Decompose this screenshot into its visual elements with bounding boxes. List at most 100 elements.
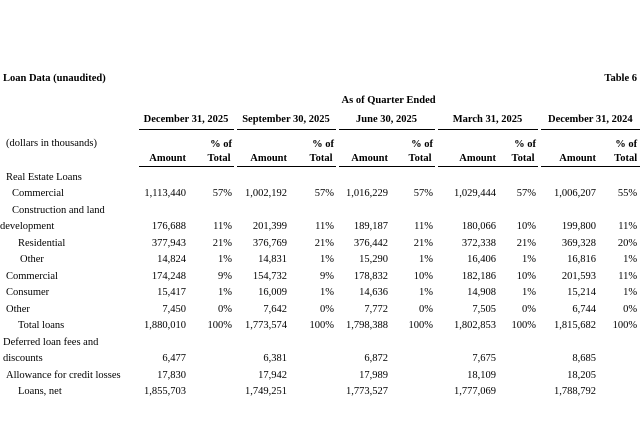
data-row: Deferred loan fees and discounts 6,477 6,3… bbox=[0, 335, 640, 368]
amount: 1,773,527 bbox=[346, 386, 388, 397]
amount: 174,248 bbox=[151, 270, 186, 282]
row-label: Commercial bbox=[12, 188, 64, 199]
percent: 21% bbox=[212, 237, 232, 249]
percent: 11% bbox=[618, 270, 638, 282]
amount: 189,187 bbox=[353, 221, 388, 232]
row-label: Deferred loan fees and discounts bbox=[3, 336, 99, 365]
table-number: Table 6 bbox=[604, 73, 637, 84]
amount: 14,824 bbox=[157, 254, 186, 265]
spacer bbox=[189, 384, 235, 401]
amount: 7,675 bbox=[472, 353, 496, 364]
amount: 16,406 bbox=[467, 254, 496, 265]
pct-header: Total bbox=[290, 152, 337, 167]
data-row: Commercial 174,248 9% 154,732 9% 178,832 10% 18… bbox=[0, 269, 640, 286]
amount: 182,186 bbox=[461, 270, 496, 282]
spacer bbox=[599, 368, 640, 385]
spacer bbox=[137, 167, 640, 187]
row-label: Total loans bbox=[18, 320, 65, 331]
amount: 14,908 bbox=[467, 287, 496, 298]
pct-header: Total bbox=[499, 152, 539, 167]
percent: 0% bbox=[320, 303, 334, 315]
table-title: Loan Data (unaudited) bbox=[3, 73, 106, 84]
percent: 11% bbox=[618, 221, 638, 232]
period: December 31, 2024 bbox=[537, 112, 640, 130]
percent: 1% bbox=[522, 254, 536, 265]
percent: 0% bbox=[623, 303, 638, 315]
pct-header: Total bbox=[189, 152, 235, 167]
subheader-row: (dollars in thousands) % of % of % of % of % … bbox=[0, 130, 640, 153]
pct-header: Total bbox=[391, 152, 436, 167]
pct-header: % of bbox=[411, 139, 433, 150]
spacer bbox=[0, 92, 137, 112]
amount: 6,477 bbox=[162, 353, 186, 364]
spacer bbox=[599, 384, 640, 401]
data-row: Total loans 1,880,010 100% 1,773,574 100% 1,7… bbox=[0, 318, 640, 335]
amount: 6,744 bbox=[572, 303, 596, 315]
spacer bbox=[290, 384, 337, 401]
amount: 180,066 bbox=[461, 221, 496, 232]
percent: 9% bbox=[218, 270, 232, 282]
percent: 11% bbox=[414, 221, 433, 232]
amount: 17,942 bbox=[258, 369, 287, 381]
group-title: As of Quarter Ended bbox=[341, 95, 436, 106]
percent: 0% bbox=[218, 303, 232, 315]
amount-header: Amount bbox=[434, 152, 499, 167]
data-row: Loans, net 1,855,703 1,749,251 1,773,527 1,7… bbox=[0, 384, 640, 401]
percent: 21% bbox=[314, 237, 334, 249]
row-label: Construction and land development bbox=[0, 204, 105, 233]
amount: 15,290 bbox=[359, 254, 388, 265]
spacer bbox=[189, 368, 235, 385]
amount: 7,772 bbox=[364, 303, 388, 315]
amount: 1,016,229 bbox=[346, 188, 388, 199]
percent: 0% bbox=[522, 303, 536, 315]
spacer bbox=[0, 152, 137, 167]
amount: 1,815,682 bbox=[554, 320, 596, 331]
amount: 376,769 bbox=[252, 237, 287, 249]
percent: 1% bbox=[218, 287, 232, 298]
amount-header: Amount bbox=[233, 152, 290, 167]
data-row: Other 14,824 1% 14,831 1% 15,290 1% 16,406 1% 16,… bbox=[0, 252, 640, 269]
amount: 17,830 bbox=[157, 369, 186, 381]
amount-header: Amount bbox=[335, 152, 391, 167]
amount: 18,205 bbox=[567, 369, 596, 381]
pct-header: Total bbox=[599, 152, 640, 167]
amount: 369,328 bbox=[561, 237, 596, 249]
row-label: Consumer bbox=[6, 287, 50, 298]
spacer bbox=[290, 368, 337, 385]
spacer bbox=[337, 130, 391, 153]
percent: 100% bbox=[207, 320, 233, 331]
amount: 1,002,192 bbox=[245, 188, 287, 199]
amount: 201,593 bbox=[561, 270, 596, 282]
pct-header: % of bbox=[514, 139, 536, 150]
amount: 8,685 bbox=[572, 353, 596, 364]
amount: 1,802,853 bbox=[454, 320, 496, 331]
amount: 18,109 bbox=[467, 369, 496, 381]
data-row: Construction and land development 176,688… bbox=[0, 203, 640, 236]
percent: 1% bbox=[623, 254, 638, 265]
amount: 1,773,574 bbox=[245, 320, 287, 331]
amount: 15,214 bbox=[567, 287, 596, 298]
spacer bbox=[391, 335, 436, 368]
row-label: Other bbox=[6, 303, 30, 315]
percent: 1% bbox=[320, 254, 334, 265]
percent: 0% bbox=[419, 303, 433, 315]
period-row: December 31, 2025 September 30, 2025 June … bbox=[0, 112, 640, 130]
spacer bbox=[436, 130, 499, 153]
amount-header: Amount bbox=[537, 152, 599, 167]
percent: 1% bbox=[419, 254, 433, 265]
amount: 1,113,440 bbox=[144, 188, 186, 199]
spacer bbox=[499, 335, 539, 368]
percent: 55% bbox=[617, 188, 638, 199]
percent: 10% bbox=[516, 270, 536, 282]
spacer bbox=[235, 130, 290, 153]
percent: 21% bbox=[413, 237, 433, 249]
amount: 1,788,792 bbox=[554, 386, 596, 397]
amount: 15,417 bbox=[157, 287, 186, 298]
amount: 154,732 bbox=[252, 270, 287, 282]
spacer bbox=[391, 368, 436, 385]
amount: 376,442 bbox=[353, 237, 388, 249]
period: September 30, 2025 bbox=[233, 112, 337, 130]
pct-header: % of bbox=[210, 139, 232, 150]
amount: 1,777,069 bbox=[454, 386, 496, 397]
